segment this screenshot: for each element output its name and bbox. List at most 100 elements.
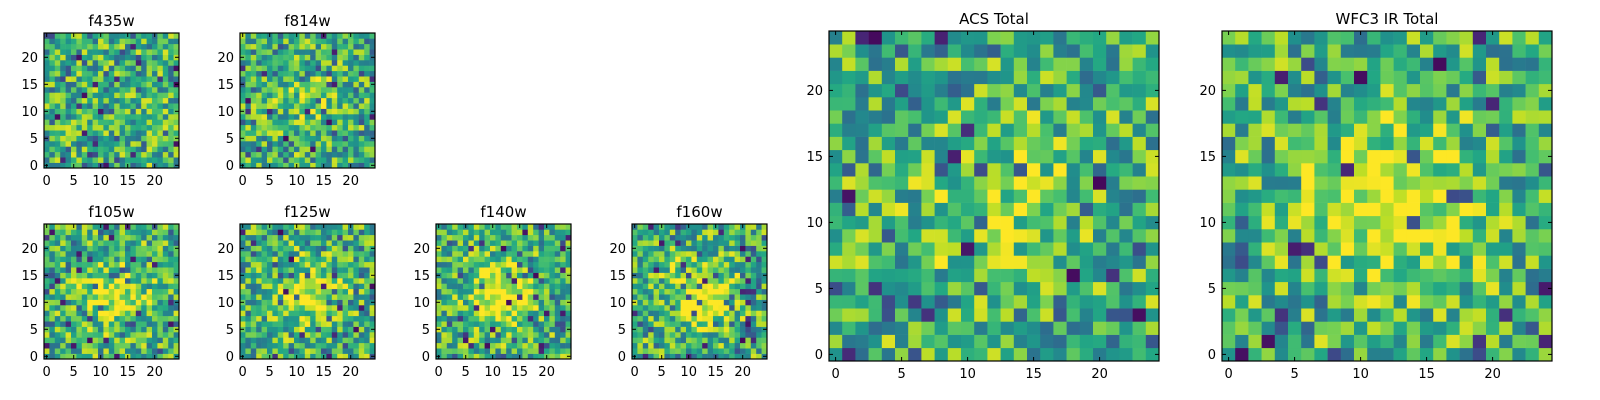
heatmap-cell: [277, 162, 284, 169]
heatmap-cell: [745, 299, 752, 306]
heatmap-cell: [1027, 321, 1041, 335]
heatmap-cell: [245, 76, 252, 82]
heatmap-cell: [310, 251, 316, 257]
heatmap-cell: [49, 38, 56, 45]
heatmap-cell: [114, 299, 120, 306]
heatmap-cell: [691, 342, 698, 349]
heatmap-cell: [1235, 242, 1249, 256]
heatmap-cell: [533, 353, 539, 360]
heatmap-cell: [369, 229, 376, 236]
heatmap-cell: [1314, 281, 1328, 296]
heatmap-cell: [669, 240, 676, 246]
heatmap-cell: [288, 49, 295, 55]
heatmap-cell: [452, 229, 458, 236]
heatmap-cell: [277, 234, 284, 241]
heatmap-cell: [173, 240, 180, 246]
heatmap-cell: [1093, 136, 1107, 151]
heatmap-cell: [495, 267, 502, 273]
heatmap-cell: [162, 43, 169, 50]
heatmap-cell: [364, 119, 370, 126]
heatmap-cell: [468, 337, 475, 344]
heatmap-cell: [358, 294, 365, 300]
heatmap-cell: [664, 342, 671, 349]
heatmap-cell: [554, 267, 561, 273]
heatmap-cell: [1145, 97, 1160, 111]
heatmap-cell: [272, 92, 279, 99]
heatmap-cell: [729, 326, 735, 333]
heatmap-cell: [240, 229, 246, 236]
heatmap-cell: [1027, 123, 1041, 137]
heatmap-cell: [299, 256, 306, 263]
heatmap-cell: [723, 229, 730, 236]
heatmap-cell: [457, 348, 464, 354]
heatmap-cell: [560, 272, 566, 279]
heatmap-cell: [1119, 163, 1133, 177]
heatmap-cell: [707, 240, 714, 246]
heatmap-cell: [436, 267, 442, 273]
heatmap-cell: [675, 251, 681, 257]
heatmap-cell: [130, 49, 137, 55]
heatmap-cell: [321, 119, 327, 126]
heatmap-cell: [65, 229, 72, 236]
heatmap-cell: [283, 321, 289, 327]
heatmap-cell: [974, 136, 988, 151]
heatmap-cell: [675, 305, 681, 311]
heatmap-cell: [92, 146, 99, 153]
heatmap-cell: [337, 283, 343, 290]
heatmap-cell: [702, 251, 708, 257]
heatmap-cell: [250, 141, 257, 147]
heatmap-cell: [987, 255, 1001, 269]
heatmap-cell: [680, 353, 687, 360]
heatmap-cell: [538, 240, 545, 246]
heatmap-cell: [961, 31, 975, 45]
heatmap-cell: [135, 348, 142, 354]
heatmap-cell: [331, 251, 338, 257]
x-tick-label: 5: [266, 365, 274, 380]
heatmap-cell: [283, 267, 289, 273]
heatmap-cell: [544, 305, 550, 311]
heatmap-cell: [315, 342, 322, 349]
heatmap-cell: [473, 305, 480, 311]
heatmap-cell: [653, 332, 660, 338]
heatmap-cell: [1145, 110, 1160, 124]
heatmap-cell: [98, 278, 104, 284]
heatmap-cell: [173, 229, 180, 236]
heatmap-cell: [740, 256, 746, 263]
heatmap-cell: [81, 229, 88, 236]
heatmap-cell: [54, 229, 61, 236]
heatmap-cell: [283, 288, 289, 295]
heatmap-cell: [522, 261, 529, 268]
heatmap-cell: [855, 57, 869, 71]
heatmap-cell: [54, 157, 61, 163]
heatmap-cell: [974, 202, 988, 217]
heatmap-cell: [868, 308, 883, 322]
heatmap-cell: [294, 337, 300, 344]
heatmap-cell: [364, 157, 370, 163]
heatmap-cell: [146, 267, 153, 273]
heatmap-cell: [1261, 242, 1276, 256]
heatmap-cell: [855, 97, 869, 111]
heatmap-cell: [141, 146, 147, 153]
heatmap-cell: [304, 151, 311, 158]
heatmap-cell: [141, 70, 147, 77]
heatmap-cell: [1314, 334, 1328, 349]
heatmap-cell: [331, 224, 338, 230]
heatmap-cell: [261, 146, 268, 153]
heatmap-cell: [1288, 321, 1302, 335]
heatmap-cell: [718, 229, 725, 236]
heatmap-cell: [369, 103, 376, 109]
heatmap-cell: [288, 305, 295, 311]
heatmap-cell: [49, 60, 56, 66]
heatmap-cell: [680, 348, 687, 354]
heatmap-cell: [1538, 163, 1553, 177]
heatmap-cell: [648, 348, 654, 354]
heatmap-cell: [1354, 295, 1368, 309]
heatmap-cell: [947, 123, 962, 137]
heatmap-cell: [141, 87, 147, 93]
heatmap-cell: [108, 261, 115, 268]
heatmap-cell: [934, 268, 949, 283]
heatmap-cell: [908, 334, 922, 349]
heatmap-cell: [250, 272, 257, 279]
heatmap-cell: [60, 65, 66, 72]
heatmap-cell: [98, 49, 104, 55]
